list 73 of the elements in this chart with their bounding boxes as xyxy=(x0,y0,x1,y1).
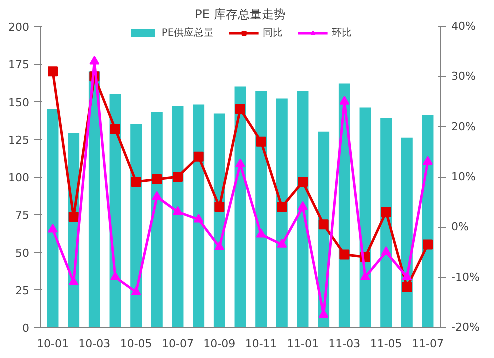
point xyxy=(340,96,350,105)
y-tick-label: 0 xyxy=(22,322,30,335)
point xyxy=(214,202,225,212)
point xyxy=(360,272,370,280)
y-tick-label: 125 xyxy=(8,134,30,147)
y2-tick-label: 0% xyxy=(452,220,469,234)
x-tick-label: 11-05 xyxy=(370,338,402,350)
point xyxy=(48,224,58,233)
y-tick-label: 150 xyxy=(8,96,30,110)
bar xyxy=(422,115,434,328)
point xyxy=(194,152,204,162)
y-tick-label: 200 xyxy=(8,21,30,34)
point xyxy=(423,156,433,166)
point xyxy=(236,158,246,168)
point xyxy=(256,228,266,238)
legend-label: 环比 xyxy=(332,26,352,40)
point xyxy=(173,206,183,216)
point xyxy=(340,250,350,260)
point xyxy=(277,239,288,248)
point xyxy=(152,174,162,185)
point xyxy=(152,191,162,200)
point xyxy=(381,246,392,256)
x-tick-label: 10-01 xyxy=(37,338,69,350)
point xyxy=(90,56,100,65)
bar xyxy=(276,98,288,328)
bar xyxy=(172,106,184,328)
point xyxy=(381,207,392,218)
bar xyxy=(380,118,392,328)
point xyxy=(214,242,225,250)
point xyxy=(256,136,266,147)
legend-label: PE供应总量 xyxy=(162,26,214,40)
y2-tick-label: 10% xyxy=(452,170,476,184)
point xyxy=(402,272,412,280)
legend-label: 同比 xyxy=(263,26,284,40)
bar xyxy=(193,104,205,328)
point xyxy=(110,272,120,280)
point xyxy=(236,104,246,114)
point xyxy=(298,201,308,210)
point xyxy=(110,124,120,134)
x-tick-label: 10-09 xyxy=(204,338,236,350)
point xyxy=(277,202,288,212)
y2-tick-label: -10% xyxy=(452,270,480,284)
bar xyxy=(297,91,309,328)
point xyxy=(423,240,433,250)
x-tick-label: 10-07 xyxy=(162,338,194,350)
point xyxy=(318,220,329,230)
x-tick-label: 11-01 xyxy=(287,338,319,350)
x-tick-label: 10-11 xyxy=(245,338,278,350)
y2-tick-label: 20% xyxy=(452,120,476,134)
chart-title: PE 库存总量走势 xyxy=(195,8,286,22)
x-tick-label: 10-05 xyxy=(120,338,152,350)
point xyxy=(173,172,183,182)
point xyxy=(131,286,142,296)
y-tick-label: 75 xyxy=(16,209,30,222)
point xyxy=(131,177,142,188)
bar xyxy=(47,109,59,328)
x-tick-label: 11-03 xyxy=(328,338,361,350)
point xyxy=(298,177,308,188)
point xyxy=(48,66,58,77)
point xyxy=(402,282,412,292)
y-tick-label: 25 xyxy=(16,284,30,298)
y-tick-label: 50 xyxy=(16,246,30,260)
bar xyxy=(256,91,268,328)
y2-tick-label: 30% xyxy=(452,70,476,84)
y2-tick-label: 40% xyxy=(452,20,476,33)
point xyxy=(194,214,204,223)
y-tick-label: 100 xyxy=(8,172,30,184)
point xyxy=(68,212,79,222)
x-tick-label: 10-03 xyxy=(78,338,111,350)
x-tick-label: 11-07 xyxy=(412,338,444,350)
bar xyxy=(151,112,163,328)
y2-tick-label: -20% xyxy=(452,321,480,334)
y-tick-label: 175 xyxy=(8,58,30,72)
